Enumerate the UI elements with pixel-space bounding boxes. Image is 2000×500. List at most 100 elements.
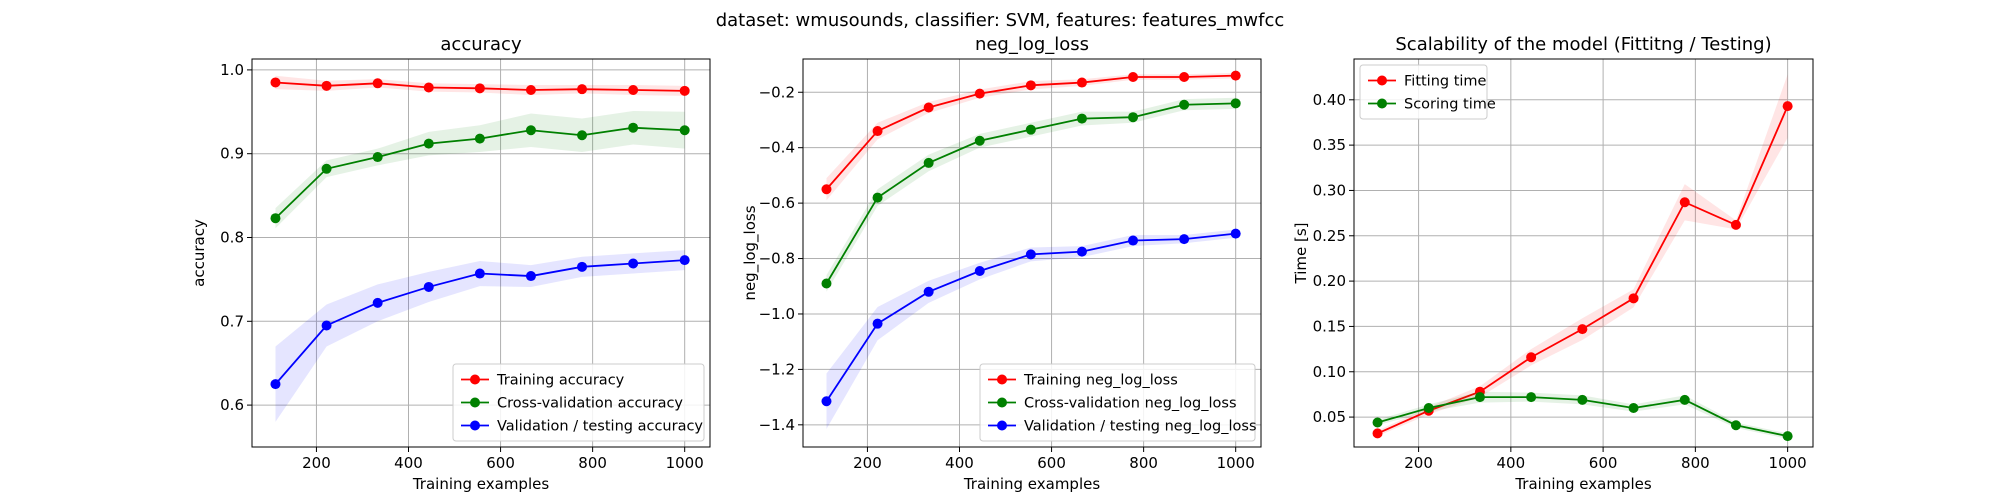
data-point bbox=[270, 379, 281, 390]
data-point bbox=[577, 130, 588, 141]
y-axis-label: neg_log_loss bbox=[741, 205, 760, 300]
x-tick-label: 1000 bbox=[1769, 454, 1807, 472]
y-tick-label: 0.35 bbox=[1313, 136, 1346, 154]
data-point bbox=[628, 85, 639, 96]
data-point bbox=[1076, 246, 1087, 257]
data-point bbox=[1423, 403, 1434, 414]
series-3 bbox=[270, 250, 690, 422]
data-point bbox=[270, 213, 281, 224]
data-point bbox=[1679, 197, 1690, 208]
chart-panel-2: 200 400 600 800 1000 −1.4 −1.2 −1.0 −0.8 −0.6 −0.4… bbox=[741, 34, 1262, 493]
data-point bbox=[1179, 234, 1190, 245]
legend: Fitting time Scoring time bbox=[1359, 64, 1496, 120]
x-tick-label: 400 bbox=[945, 454, 974, 472]
series-2 bbox=[821, 97, 1241, 292]
legend-label: Cross-validation accuracy bbox=[497, 396, 683, 412]
data-point bbox=[525, 125, 536, 136]
x-tick-label: 200 bbox=[853, 454, 882, 472]
legend-swatch-marker bbox=[997, 397, 1007, 408]
data-point bbox=[1730, 219, 1741, 230]
data-point bbox=[872, 192, 883, 203]
y-tick-label: 0.10 bbox=[1313, 363, 1346, 381]
y-tick-label: 0.05 bbox=[1313, 408, 1346, 426]
legend: Training neg_log_loss Cross-validation ne… bbox=[979, 363, 1257, 442]
legend-swatch-marker bbox=[997, 420, 1007, 431]
data-point bbox=[872, 318, 883, 329]
data-point bbox=[423, 281, 434, 292]
data-point bbox=[1128, 235, 1139, 246]
data-point bbox=[679, 125, 690, 136]
data-point bbox=[321, 163, 332, 174]
data-point bbox=[974, 266, 985, 277]
legend-box bbox=[452, 363, 705, 442]
data-point bbox=[1025, 124, 1036, 135]
panel-title: neg_log_loss bbox=[975, 34, 1089, 55]
y-axis-ticks: 0.6 0.7 0.8 0.9 1.0 bbox=[220, 61, 252, 414]
legend-swatch-marker bbox=[470, 397, 480, 408]
axes-frame bbox=[251, 58, 711, 448]
chart-panel-1: 200 400 600 800 1000 0.6 0.7 0.8 0.9 1.0 Training … bbox=[190, 34, 711, 493]
axes-frame bbox=[1353, 58, 1814, 448]
legend-swatch-marker bbox=[1377, 98, 1387, 109]
data-point bbox=[1179, 99, 1190, 110]
x-tick-label: 1000 bbox=[1217, 454, 1255, 472]
data-point bbox=[372, 152, 383, 163]
data-point bbox=[628, 258, 639, 269]
data-point bbox=[1474, 392, 1485, 403]
series-band bbox=[275, 110, 685, 229]
legend: Training accuracy Cross-validation accura… bbox=[452, 363, 705, 442]
x-tick-label: 400 bbox=[1497, 454, 1526, 472]
data-point bbox=[372, 78, 383, 89]
data-point bbox=[1230, 98, 1241, 109]
x-axis-ticks: 200 400 600 800 1000 bbox=[302, 447, 704, 472]
y-tick-label: −0.6 bbox=[759, 194, 795, 212]
legend-label: Training neg_log_loss bbox=[1023, 373, 1178, 389]
x-tick-label: 600 bbox=[1037, 454, 1066, 472]
figure-suptitle: dataset: wmusounds, classifier: SVM, fea… bbox=[716, 10, 1285, 31]
data-point bbox=[1730, 420, 1741, 431]
y-tick-label: 0.7 bbox=[220, 312, 244, 330]
series-3 bbox=[821, 228, 1241, 429]
x-tick-label: 800 bbox=[1129, 454, 1158, 472]
data-point bbox=[1076, 77, 1087, 88]
data-point bbox=[525, 271, 536, 282]
data-point bbox=[1128, 72, 1139, 83]
legend-swatch-marker bbox=[470, 374, 480, 385]
legend-label: Cross-validation neg_log_loss bbox=[1024, 396, 1237, 412]
x-axis-label: Training examples bbox=[1514, 475, 1652, 493]
panels: 200 400 600 800 1000 0.6 0.7 0.8 0.9 1.0 Training … bbox=[190, 34, 1814, 493]
y-tick-label: 0.40 bbox=[1313, 91, 1346, 109]
grid bbox=[1354, 59, 1813, 447]
data-point bbox=[1230, 228, 1241, 239]
chart-panel-3: 200 400 600 800 1000 0.05 0.10 0.15 0.20 0.25 0.30… bbox=[1292, 34, 1814, 493]
legend-label: Validation / testing neg_log_loss bbox=[1024, 419, 1257, 435]
data-point bbox=[474, 83, 485, 94]
data-point bbox=[923, 157, 934, 168]
panel-title: accuracy bbox=[440, 34, 522, 55]
data-point bbox=[974, 135, 985, 146]
data-point bbox=[1372, 428, 1383, 439]
legend-swatch-marker bbox=[997, 374, 1007, 385]
data-point bbox=[423, 82, 434, 93]
x-tick-label: 800 bbox=[578, 454, 607, 472]
data-point bbox=[1526, 352, 1537, 363]
series-2 bbox=[270, 110, 690, 229]
data-point bbox=[1179, 72, 1190, 83]
data-point bbox=[1577, 324, 1588, 335]
y-tick-label: 0.30 bbox=[1313, 181, 1346, 199]
y-tick-label: 0.6 bbox=[220, 396, 244, 414]
data-point bbox=[474, 133, 485, 144]
x-axis-label: Training examples bbox=[412, 475, 550, 493]
series-1 bbox=[821, 70, 1241, 201]
x-tick-label: 600 bbox=[1589, 454, 1618, 472]
x-tick-label: 400 bbox=[394, 454, 423, 472]
data-point bbox=[423, 138, 434, 149]
data-point bbox=[628, 122, 639, 133]
data-point bbox=[270, 77, 281, 88]
data-point bbox=[525, 85, 536, 96]
y-tick-label: −1.0 bbox=[759, 305, 795, 323]
series-band bbox=[275, 250, 685, 422]
data-point bbox=[1372, 417, 1383, 428]
series-2 bbox=[1372, 391, 1793, 442]
axes-frame bbox=[802, 58, 1262, 448]
